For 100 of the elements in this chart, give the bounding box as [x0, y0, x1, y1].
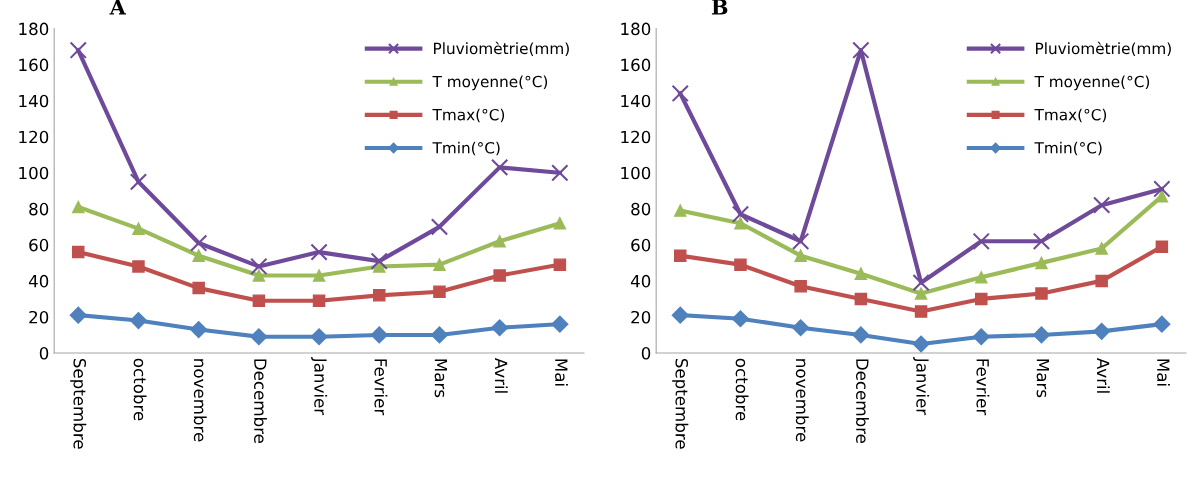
point [430, 326, 449, 344]
point [972, 232, 990, 250]
point [1153, 315, 1171, 333]
y-tick-label: 0 [39, 346, 49, 360]
legend-label: T moyenne(°C) [432, 75, 548, 91]
point [674, 204, 687, 217]
point [553, 216, 567, 230]
point [1032, 232, 1051, 250]
point [132, 260, 145, 273]
point [493, 269, 506, 282]
x-tick-label: Decembre [856, 359, 869, 444]
y-tick-label: 180 [19, 22, 49, 36]
y-tick-label: 140 [19, 94, 49, 108]
point [912, 335, 930, 353]
point [852, 326, 870, 344]
y-tick-label: 0 [641, 346, 651, 360]
x-tick-label: Septembre [672, 358, 689, 449]
point [192, 249, 205, 262]
point [69, 306, 87, 324]
point [1153, 180, 1171, 198]
x-tick-label: octobre [735, 358, 749, 421]
point [551, 164, 569, 182]
y-tick-label: 40 [28, 274, 49, 288]
legend-label: Tmin(°C) [432, 141, 500, 156]
point [493, 235, 506, 248]
point [1095, 242, 1108, 255]
x-tick-label: Septembre [70, 358, 87, 449]
point [1155, 240, 1169, 253]
y-tick-label: 140 [621, 94, 651, 108]
point [854, 292, 868, 306]
point [1035, 287, 1048, 300]
point [1032, 326, 1051, 344]
x-tick-label: Janvier [913, 356, 930, 416]
point [912, 274, 930, 292]
legend-label: Tmax(°C) [1034, 108, 1107, 123]
y-tick-label: 180 [621, 22, 651, 36]
point [430, 218, 449, 236]
legend-label: Tmin(°C) [1034, 141, 1102, 156]
x-tick-label: Fevrier [976, 359, 990, 416]
y-tick-label: 120 [621, 130, 651, 144]
point [491, 319, 509, 337]
point [734, 216, 747, 230]
point [1035, 256, 1048, 270]
point [72, 200, 85, 214]
y-tick-label: 60 [631, 238, 651, 252]
x-tick-label: Mai [555, 359, 568, 386]
point [792, 319, 810, 337]
point [734, 258, 747, 271]
point [69, 41, 87, 59]
point [1155, 189, 1169, 203]
point [310, 328, 328, 346]
point [671, 306, 689, 324]
x-tick-label: Mars [1036, 359, 1050, 398]
x-tick-label: Janvier [311, 356, 328, 416]
x-tick-label: novembre [193, 359, 207, 442]
x-tick-label: octobre [133, 358, 147, 421]
point [794, 249, 807, 262]
y-tick-label: 80 [631, 202, 651, 216]
point [671, 84, 689, 103]
x-tick-label: Avril [495, 357, 508, 393]
point [312, 269, 326, 282]
point [370, 326, 388, 344]
point [129, 173, 148, 191]
y-tick-label: 160 [19, 58, 49, 72]
point [975, 292, 988, 306]
point [129, 311, 148, 330]
point [433, 258, 446, 271]
point [132, 222, 145, 235]
point [490, 158, 509, 177]
point [551, 315, 569, 333]
point [852, 41, 870, 59]
point [192, 281, 205, 295]
point [1095, 274, 1108, 288]
x-tick-label: Avril [1097, 357, 1110, 393]
legend-label: Tmax(°C) [432, 108, 505, 123]
point [189, 234, 208, 252]
y-tick-label: 100 [19, 166, 49, 180]
point [252, 294, 266, 307]
point [794, 280, 807, 293]
y-tick-label: 160 [621, 58, 651, 72]
y-tick-label: 40 [630, 274, 651, 288]
y-tick-label: 20 [29, 310, 49, 324]
point [553, 258, 567, 271]
point [252, 269, 266, 282]
chart-title: B [711, 0, 728, 15]
point [914, 287, 928, 300]
x-tick-label: Fevrier [374, 359, 388, 416]
chart-title: A [109, 0, 127, 15]
point [72, 245, 85, 259]
y-tick-label: 60 [29, 238, 49, 252]
point [975, 271, 988, 284]
point [972, 328, 990, 346]
point [854, 267, 868, 280]
point [250, 257, 268, 276]
x-tick-label: novembre [795, 359, 809, 442]
point [731, 205, 750, 223]
x-tick-label: Mars [434, 359, 448, 398]
point [674, 249, 687, 262]
y-tick-label: 120 [19, 130, 49, 144]
point [373, 289, 386, 302]
